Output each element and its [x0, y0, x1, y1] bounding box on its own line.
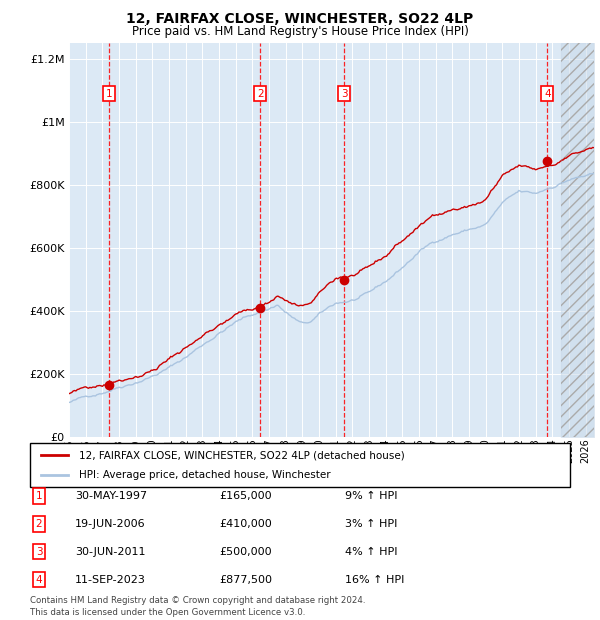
Text: Price paid vs. HM Land Registry's House Price Index (HPI): Price paid vs. HM Land Registry's House … — [131, 25, 469, 38]
Text: 16% ↑ HPI: 16% ↑ HPI — [345, 575, 404, 585]
Text: £410,000: £410,000 — [219, 519, 272, 529]
Text: 11-SEP-2023: 11-SEP-2023 — [75, 575, 146, 585]
Text: 12, FAIRFAX CLOSE, WINCHESTER, SO22 4LP (detached house): 12, FAIRFAX CLOSE, WINCHESTER, SO22 4LP … — [79, 450, 404, 460]
Text: 19-JUN-2006: 19-JUN-2006 — [75, 519, 146, 529]
Text: 9% ↑ HPI: 9% ↑ HPI — [345, 491, 398, 501]
Bar — [560, 43, 594, 437]
Text: HPI: Average price, detached house, Winchester: HPI: Average price, detached house, Winc… — [79, 470, 330, 480]
Text: 2: 2 — [257, 89, 263, 99]
Text: £165,000: £165,000 — [219, 491, 272, 501]
Bar — [560, 43, 594, 437]
Text: 2: 2 — [35, 519, 43, 529]
Text: 1: 1 — [106, 89, 113, 99]
Text: Contains HM Land Registry data © Crown copyright and database right 2024.
This d: Contains HM Land Registry data © Crown c… — [30, 596, 365, 617]
Text: 3% ↑ HPI: 3% ↑ HPI — [345, 519, 397, 529]
Text: £500,000: £500,000 — [219, 547, 272, 557]
Text: 3: 3 — [341, 89, 347, 99]
Text: £877,500: £877,500 — [219, 575, 272, 585]
Text: 30-MAY-1997: 30-MAY-1997 — [75, 491, 147, 501]
Text: 3: 3 — [35, 547, 43, 557]
Text: 12, FAIRFAX CLOSE, WINCHESTER, SO22 4LP: 12, FAIRFAX CLOSE, WINCHESTER, SO22 4LP — [127, 12, 473, 27]
Text: 4: 4 — [35, 575, 43, 585]
Text: 30-JUN-2011: 30-JUN-2011 — [75, 547, 146, 557]
Text: 4: 4 — [544, 89, 551, 99]
Text: 1: 1 — [35, 491, 43, 501]
Text: 4% ↑ HPI: 4% ↑ HPI — [345, 547, 398, 557]
